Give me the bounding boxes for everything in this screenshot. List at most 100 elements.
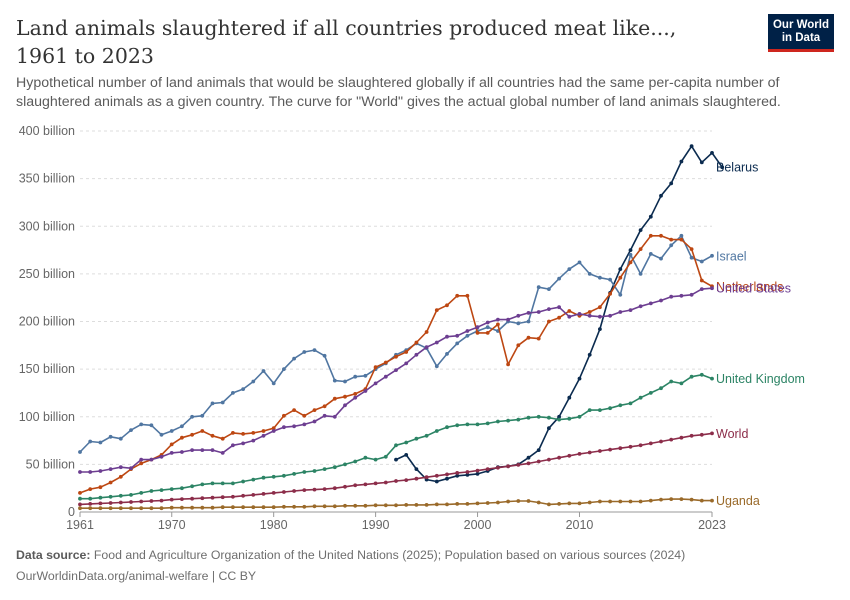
data-point-netherlands — [434, 308, 439, 312]
data-point-netherlands — [669, 237, 674, 242]
data-point-belarus — [557, 414, 561, 419]
data-point-israel — [332, 378, 337, 383]
data-point-world — [292, 489, 296, 493]
data-point-world — [496, 465, 500, 470]
data-point-united-states — [332, 414, 337, 419]
data-point-united-kingdom — [598, 408, 602, 412]
data-point-world — [373, 481, 378, 486]
data-point-united-kingdom — [88, 496, 93, 501]
data-point-world — [383, 480, 388, 485]
data-point-uganda — [180, 505, 184, 510]
data-point-world — [190, 496, 195, 501]
data-point-belarus — [648, 214, 653, 219]
data-point-world — [169, 497, 174, 502]
data-point-united-kingdom — [618, 403, 623, 408]
data-point-united-kingdom — [129, 493, 133, 497]
data-point-united-kingdom — [231, 481, 235, 486]
data-point-netherlands — [598, 305, 602, 310]
data-point-uganda — [78, 506, 82, 511]
data-point-israel — [312, 348, 317, 352]
data-point-united-kingdom — [139, 491, 144, 495]
data-point-uganda — [149, 506, 154, 511]
y-tick-label-0: 0 — [68, 505, 75, 519]
data-point-united-kingdom — [353, 459, 358, 464]
data-point-netherlands — [322, 404, 327, 409]
data-point-world — [465, 470, 470, 474]
data-point-world — [577, 452, 582, 456]
data-point-united-kingdom — [108, 494, 113, 499]
data-point-belarus — [434, 479, 439, 484]
data-point-netherlands — [373, 365, 378, 370]
series-line-israel — [79, 235, 713, 453]
data-point-world — [485, 467, 490, 471]
data-point-uganda — [343, 503, 347, 508]
data-point-united-kingdom — [526, 415, 531, 420]
data-point-world — [536, 459, 541, 464]
data-point-united-states — [200, 448, 205, 452]
owid-logo[interactable]: Our World in Data — [768, 14, 834, 52]
data-point-uganda — [679, 497, 684, 501]
data-point-belarus — [536, 448, 541, 452]
series-line-belarus — [395, 145, 723, 483]
data-point-world — [648, 441, 653, 446]
data-point-netherlands — [547, 319, 551, 324]
data-point-israel — [638, 272, 643, 276]
data-point-united-kingdom — [312, 469, 317, 473]
data-point-netherlands — [404, 350, 409, 354]
data-point-uganda — [159, 506, 164, 511]
data-point-israel — [445, 352, 449, 356]
data-point-uganda — [628, 499, 633, 504]
data-point-united-states — [251, 438, 256, 443]
data-point-uganda — [598, 499, 602, 504]
data-point-united-states — [271, 429, 276, 433]
data-point-israel — [98, 440, 103, 445]
data-point-united-kingdom — [699, 372, 704, 377]
series-label-belarus: Belarus — [716, 161, 758, 175]
data-point-united-states — [363, 389, 368, 393]
data-point-world — [322, 487, 327, 491]
data-point-israel — [669, 243, 674, 248]
data-point-united-states — [445, 334, 449, 339]
data-point-world — [363, 482, 368, 487]
data-point-netherlands — [200, 429, 205, 433]
data-point-united-kingdom — [475, 422, 480, 427]
source-url[interactable]: OurWorldinData.org/animal-welfare | CC B… — [16, 569, 257, 583]
data-point-united-kingdom — [282, 473, 286, 478]
x-tick-label-2023: 2023 — [698, 518, 726, 532]
data-point-world — [312, 487, 317, 492]
data-point-israel — [608, 277, 612, 282]
data-point-united-states — [669, 294, 674, 299]
data-point-uganda — [220, 505, 225, 510]
data-point-world — [139, 499, 144, 504]
data-point-israel — [200, 413, 205, 418]
data-point-belarus — [445, 476, 449, 481]
data-point-united-kingdom — [78, 496, 82, 501]
data-point-world — [414, 476, 419, 481]
data-point-united-states — [404, 361, 409, 366]
data-point-uganda — [363, 503, 368, 508]
data-point-united-states — [149, 457, 154, 462]
data-point-netherlands — [659, 233, 663, 238]
data-point-israel — [190, 414, 195, 419]
data-point-belarus — [710, 151, 714, 155]
data-point-united-kingdom — [220, 481, 225, 486]
data-point-israel — [679, 233, 684, 238]
data-point-netherlands — [424, 330, 429, 334]
data-point-netherlands — [190, 432, 195, 437]
data-point-world — [598, 449, 602, 453]
data-point-uganda — [496, 500, 500, 505]
data-point-united-kingdom — [536, 414, 541, 419]
data-point-netherlands — [445, 303, 449, 308]
data-point-united-states — [343, 403, 347, 408]
data-point-netherlands — [567, 309, 572, 313]
data-point-united-states — [659, 298, 663, 303]
data-point-world — [129, 500, 133, 504]
data-point-belarus — [394, 457, 398, 462]
data-point-israel — [710, 253, 714, 258]
data-point-uganda — [169, 505, 174, 510]
data-point-uganda — [567, 501, 572, 506]
data-point-israel — [78, 450, 82, 454]
logo-line-1: Our World — [772, 19, 829, 31]
data-point-united-kingdom — [689, 374, 694, 379]
data-point-belarus — [598, 327, 602, 331]
